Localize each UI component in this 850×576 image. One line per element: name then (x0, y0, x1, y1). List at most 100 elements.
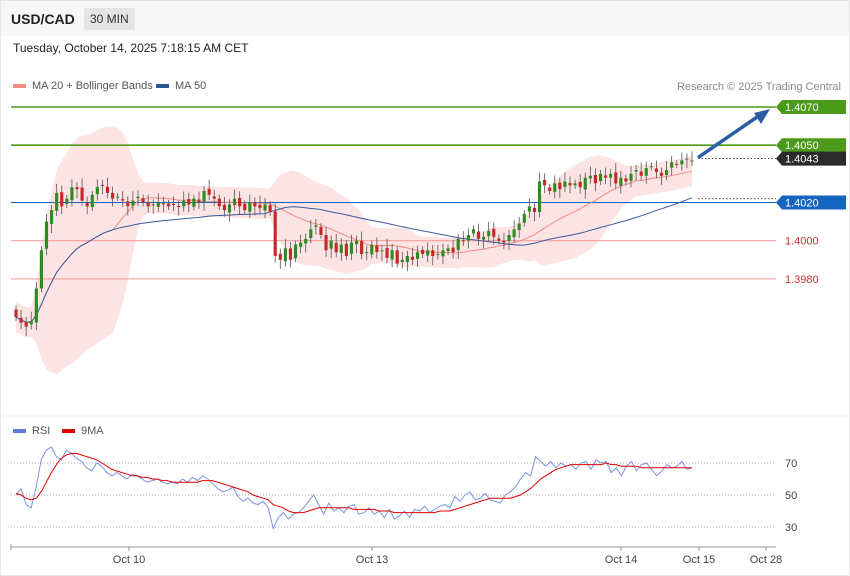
candle-body (217, 198, 221, 207)
candle (248, 194, 252, 219)
candle-body (283, 248, 287, 262)
candle-body (344, 243, 348, 256)
candle-body (466, 234, 470, 241)
candle (649, 162, 653, 171)
candle (665, 160, 669, 181)
candle (512, 220, 516, 243)
candle-body (314, 225, 318, 227)
candle-body (380, 250, 384, 252)
candle (553, 175, 557, 199)
candle-body (65, 198, 69, 205)
candle-body (690, 160, 694, 162)
candle-body (126, 201, 130, 207)
candle-body (604, 175, 608, 178)
candle (634, 164, 638, 181)
candle-body (476, 231, 481, 239)
candle-body (649, 166, 653, 168)
legend-rsi-ma: 9MA (62, 425, 104, 437)
candle-body (156, 202, 160, 207)
candle (375, 237, 379, 259)
candle-body (116, 196, 120, 198)
candle-body (339, 244, 343, 253)
candle (395, 246, 399, 268)
candle-body (624, 178, 628, 182)
candle (543, 173, 547, 194)
candle-body (324, 234, 328, 251)
candle (578, 174, 582, 194)
candle-body (665, 170, 669, 175)
candle-body (329, 240, 333, 249)
candle (95, 179, 99, 201)
candle (243, 200, 247, 214)
legend-rsi-ma-label: 9MA (81, 425, 104, 437)
candle-body (431, 250, 435, 256)
candle-body (258, 204, 262, 209)
candle (614, 163, 618, 189)
candle (629, 166, 633, 188)
candle (217, 194, 221, 211)
candle (14, 305, 18, 321)
candle-body (222, 204, 226, 211)
candle-body (146, 202, 150, 207)
x-tick-label: Oct 14 (605, 554, 637, 566)
candle (410, 247, 415, 265)
symbol-label: USD/CAD (11, 11, 75, 27)
legend-ma20-label: MA 20 + Bollinger Bands (32, 80, 153, 92)
candle-body (471, 229, 476, 234)
candle (197, 191, 201, 209)
candle (283, 239, 287, 267)
candle (456, 233, 460, 260)
forecast-arrow-shaft (697, 113, 761, 160)
candle (238, 191, 242, 215)
rsi-line (15, 446, 693, 531)
rsi-tick-label: 50 (785, 490, 797, 502)
legend-ma50-label: MA 50 (175, 80, 207, 92)
candle (492, 222, 496, 245)
candle (65, 194, 69, 208)
candle-body (55, 192, 59, 211)
candle-body (248, 202, 252, 212)
price-tag (776, 195, 846, 210)
candle (685, 153, 689, 169)
candle (202, 185, 206, 211)
candle (471, 225, 476, 238)
x-tick-label: Oct 13 (356, 554, 388, 566)
timeframe-button[interactable]: 30 MIN (84, 8, 135, 30)
candle (690, 151, 694, 167)
candle-body (441, 250, 445, 257)
candle (116, 192, 120, 201)
candle-body (288, 248, 293, 260)
candle-body (436, 254, 440, 256)
candle (390, 243, 394, 268)
candle-body (202, 191, 206, 202)
candle (548, 183, 552, 195)
candle (400, 251, 404, 269)
candle-body (243, 204, 247, 211)
ma50-line (15, 197, 693, 323)
candle-body (527, 206, 531, 212)
candle-body (685, 158, 689, 160)
candle (100, 179, 104, 195)
legend-ma20: MA 20 + Bollinger Bands (13, 80, 153, 92)
price-label: 1.4000 (785, 236, 819, 248)
candle (263, 197, 267, 219)
candle (334, 233, 338, 258)
candle-body (70, 187, 74, 201)
candle-body (80, 187, 84, 201)
timestamp: Tuesday, October 14, 2025 7:18:15 AM CET (13, 41, 249, 55)
candle-body (141, 198, 145, 203)
candle-body (522, 213, 526, 223)
candle (482, 231, 486, 249)
candle-body (334, 242, 338, 253)
candle-body (385, 247, 389, 258)
candle-body (629, 173, 633, 181)
candle (177, 200, 181, 216)
candle-body (446, 248, 450, 252)
candle (293, 240, 298, 263)
candle-body (131, 200, 135, 206)
candle (476, 223, 481, 246)
forecast-arrow-head (754, 109, 770, 124)
candle-body (278, 253, 282, 260)
candle-body (95, 187, 99, 195)
